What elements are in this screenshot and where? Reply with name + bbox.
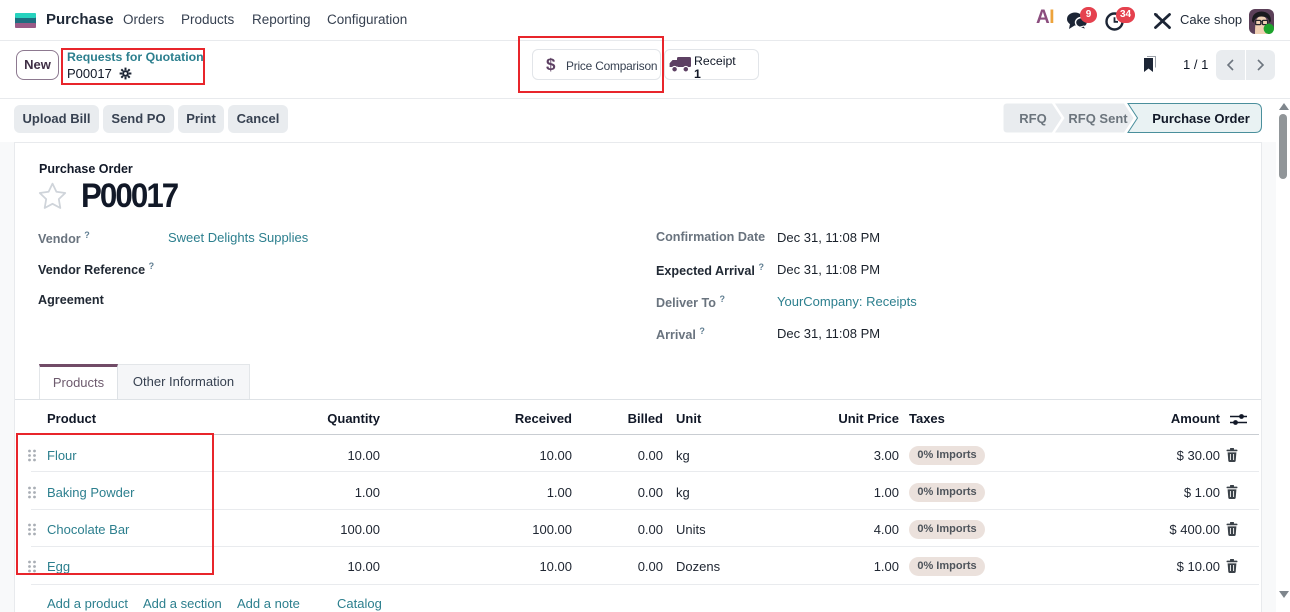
svg-text:Purchase Order: Purchase Order bbox=[1152, 111, 1250, 126]
svg-text:RFQ: RFQ bbox=[1019, 111, 1046, 126]
svg-text:RFQ Sent: RFQ Sent bbox=[1068, 111, 1128, 126]
